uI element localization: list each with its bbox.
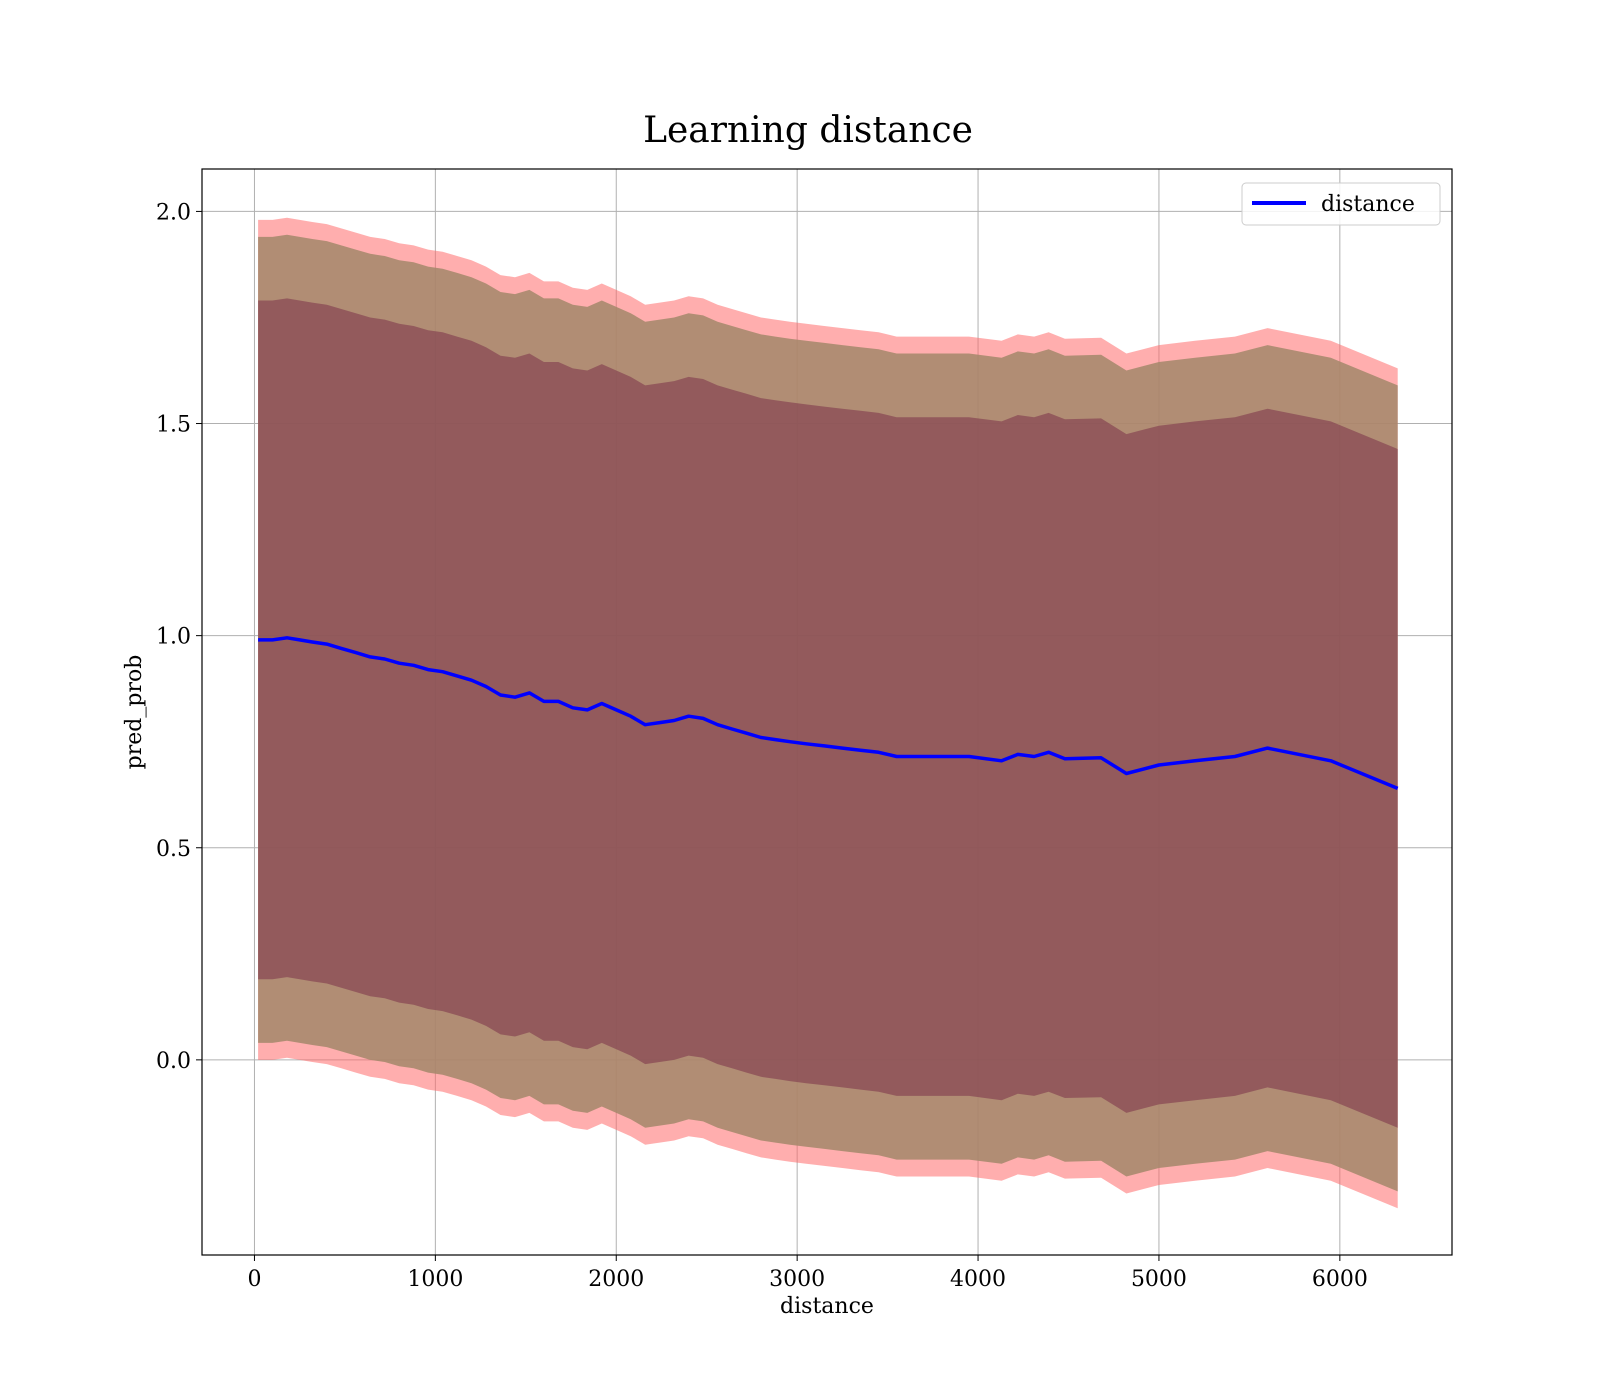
y-tick-label: 1.0 [156,625,191,650]
x-axis-ticks: 0 1000 2000 3000 4000 5000 6000 [247,1255,1368,1292]
band-inner [258,298,1398,1128]
legend-label-distance: distance [1321,192,1415,217]
x-tick-label: 3000 [769,1267,825,1292]
x-tick-label: 4000 [950,1267,1006,1292]
y-tick-label: 0.0 [156,1049,191,1074]
series-line-distance [258,636,1399,791]
x-tick-label: 5000 [1131,1267,1187,1292]
x-tick-label: 2000 [588,1267,644,1292]
x-tick-label: 0 [247,1267,261,1292]
y-tick-label: 1.5 [156,413,191,438]
y-tick-label: 2.0 [156,200,191,225]
y-axis-ticks: 0.0 0.5 1.0 1.5 2.0 [156,200,202,1074]
legend-box [1241,182,1441,226]
x-tick-label: 6000 [1312,1267,1368,1292]
plot-frame [201,168,1453,1256]
y-axis-label: pred_prob [122,655,147,770]
series-lines [258,636,1399,791]
confidence-bands [258,217,1398,1209]
x-tick-label: 1000 [407,1267,463,1292]
chart-title: Learning distance [643,110,973,151]
x-axis-label: distance [780,1294,874,1319]
y-tick-label: 0.5 [156,837,191,862]
legend: distance [1241,182,1441,226]
